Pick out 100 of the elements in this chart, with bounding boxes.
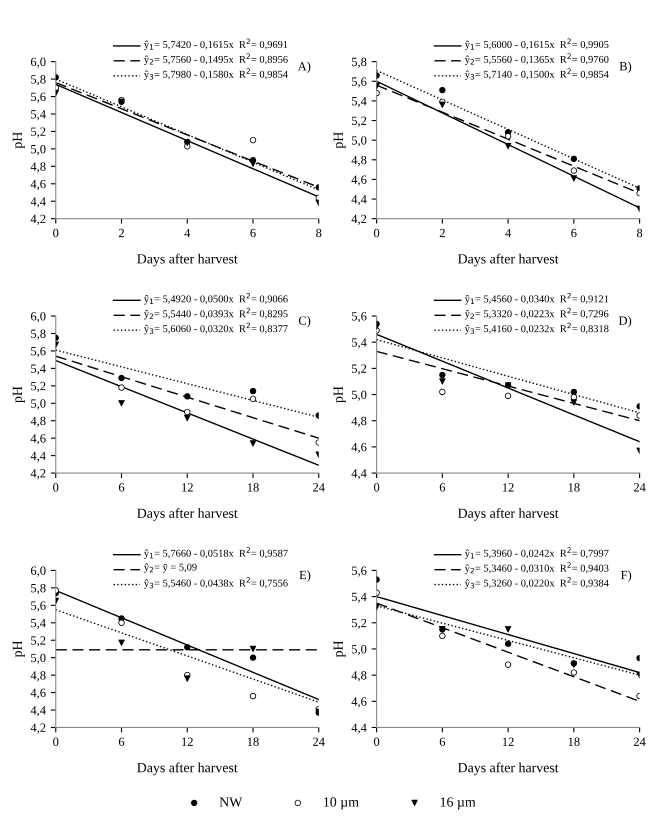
x-tick-label: 0 — [374, 738, 380, 746]
legend-label: 10 µm — [324, 797, 359, 810]
y-tick-label: 4,4 — [352, 724, 367, 734]
y-tick-label: 4,8 — [30, 416, 46, 427]
x-axis-title: Days after harvest — [137, 508, 238, 521]
y-axis-title: pH — [12, 640, 25, 658]
y-tick-label: 4,2 — [30, 469, 46, 480]
x-tick-label: 6 — [118, 738, 124, 746]
x-tick-label: 0 — [53, 738, 58, 746]
y-tick-label: 5,4 — [31, 618, 46, 630]
y-tick-label: 4,6 — [352, 697, 367, 708]
y-tick-label: 5,2 — [31, 636, 46, 646]
text: ŷ$_{1}$= 5,4560 - 0,0340x R$^{2}$= 0,9121 — [464, 292, 608, 305]
y-tick-label: 5,8 — [31, 330, 46, 340]
x-tick-label: 24 — [634, 738, 646, 746]
y-tick-label: 4,4 — [352, 469, 367, 480]
x-tick-label: 24 — [313, 483, 325, 492]
y-axis-title: pH — [12, 386, 25, 403]
text: ŷ$_{1}$= 5,3960 - 0,0242x R$^{2}$= 0,7997 — [464, 547, 609, 559]
y-tick-label: 4,2 — [30, 214, 46, 225]
x-axis-title: Days after harvest — [458, 254, 559, 266]
x-tick-label: 4 — [505, 228, 512, 238]
x-tick-label: 8 — [636, 228, 642, 238]
y-tick-label: 5,8 — [31, 584, 46, 594]
x-tick-label: 12 — [182, 738, 193, 746]
x-tick-label: 18 — [248, 483, 259, 492]
y-tick-label: 5,4 — [352, 97, 367, 108]
y-tick-label: 4,6 — [30, 180, 46, 190]
x-axis-title: Days after harvest — [137, 762, 238, 776]
annotation: ŷ$_{2}$= ȳ = 5,09 — [144, 563, 197, 573]
x-axis-title: Days after harvest — [137, 254, 238, 266]
y-tick-label: 5,0 — [31, 654, 46, 664]
y-tick-label: 5,0 — [31, 399, 46, 410]
annotation: ŷ$_{3}$= 5,4160 - 0,0232x R$^{2}$= 0,8318 — [464, 322, 609, 334]
y-tick-label: 5,2 — [352, 364, 366, 375]
annotation: ŷ$_{3}$= 5,3260 - 0,0220x R$^{2}$= 0,9384 — [464, 577, 609, 589]
x-tick-label: 0 — [53, 228, 58, 238]
y-tick-label: 4,6 — [30, 434, 46, 444]
x-axis-title: Days after harvest — [458, 508, 559, 521]
x-tick-label: 18 — [248, 738, 259, 746]
y-tick-label: 4,6 — [352, 175, 367, 186]
annotation: ŷ$_{3}$= 5,7980 - 0,1580x R$^{2}$= 0,9854 — [144, 68, 288, 80]
x-tick-label: 18 — [568, 483, 580, 492]
annotation: ŷ$_{2}$= 5,3460 - 0,0310x R$^{2}$= 0,9403 — [464, 562, 608, 574]
y-tick-label: 5,0 — [352, 136, 366, 146]
y-axis-title: pH — [334, 132, 346, 148]
y-tick-label: 5,4 — [31, 110, 46, 120]
y-tick-label: 5,0 — [31, 144, 46, 156]
y-tick-label: 5,4 — [352, 592, 367, 603]
annotation: ŷ$_{2}$= 5,3320 - 0,0223x R$^{2}$= 0,7296 — [464, 308, 608, 320]
y-tick-label: 5,2 — [352, 618, 366, 630]
y-tick-label: 5,0 — [352, 390, 366, 401]
y-tick-label: 5,8 — [31, 75, 46, 86]
x-tick-label: 12 — [182, 483, 193, 492]
y-tick-label: 4,4 — [352, 195, 367, 206]
y-tick-label: 4,4 — [30, 706, 46, 716]
text: ŷ$_{1}$= 5,7660 - 0,0518x R$^{2}$= 0,9587 — [144, 547, 288, 559]
x-tick-label: 6 — [250, 228, 256, 238]
y-tick-label: 5,6 — [352, 77, 367, 88]
y-axis-title: pH — [12, 132, 25, 148]
x-tick-label: 0 — [53, 483, 58, 492]
x-tick-label: 2 — [118, 228, 124, 238]
y-tick-label: 4,8 — [30, 162, 46, 173]
x-tick-label: 4 — [184, 228, 190, 238]
x-tick-label: 24 — [634, 483, 646, 492]
annotation: D) — [618, 316, 632, 328]
y-tick-label: 5,6 — [352, 566, 367, 577]
y-tick-label: 5,6 — [31, 601, 46, 612]
legend-label: 16 µm — [440, 797, 476, 810]
x-tick-label: 6 — [571, 228, 577, 238]
y-tick-label: 4,8 — [352, 671, 366, 682]
annotation: ŷ$_{2}$= 5,5560 - 0,1365x R$^{2}$= 0,9760 — [464, 53, 609, 66]
annotation: B) — [620, 62, 632, 73]
annotation: C) — [298, 316, 310, 328]
y-tick-label: 4,2 — [352, 214, 366, 225]
x-axis-title: Days after harvest — [458, 762, 559, 776]
text: ŷ$_{1}$= 5,6000 - 0,1615x R$^{2}$= 0,9905 — [464, 38, 608, 50]
x-tick-label: 2 — [440, 228, 445, 238]
y-tick-label: 5,4 — [31, 364, 46, 375]
y-tick-label: 6,0 — [30, 312, 46, 322]
text: ŷ$_{1}$= 5,7420 - 0,1615x R$^{2}$= 0,9691 — [144, 38, 288, 50]
x-tick-label: 12 — [502, 483, 514, 492]
x-tick-label: 6 — [118, 483, 124, 492]
legend-label: NW — [220, 797, 242, 807]
annotation: F) — [620, 570, 632, 582]
y-tick-label: 4,4 — [30, 197, 46, 208]
annotation: ŷ$_{3}$= 5,6060 - 0,0320x R$^{2}$= 0,8377 — [144, 322, 288, 334]
y-tick-label: 5,2 — [352, 116, 366, 127]
y-tick-label: 5,2 — [31, 382, 46, 392]
annotation: ŷ$_{3}$= 5,7140 - 0,1500x R$^{2}$= 0,9854 — [464, 68, 609, 80]
y-tick-label: 5,2 — [31, 128, 46, 138]
annotation: ŷ$_{3}$= 5,5460 - 0,0438x R$^{2}$= 0,7556 — [144, 577, 288, 589]
x-tick-label: 8 — [316, 228, 322, 238]
y-axis-title: pH — [334, 386, 346, 403]
x-tick-label: 6 — [440, 483, 446, 492]
y-tick-label: 5,6 — [352, 312, 367, 322]
annotation: A) — [298, 62, 310, 73]
y-tick-label: 6,0 — [30, 58, 46, 68]
y-tick-label: 5,8 — [352, 58, 366, 68]
annotation: ŷ$_{2}$= 5,7560 - 0,1495x R$^{2}$= 0,8956 — [144, 53, 288, 66]
